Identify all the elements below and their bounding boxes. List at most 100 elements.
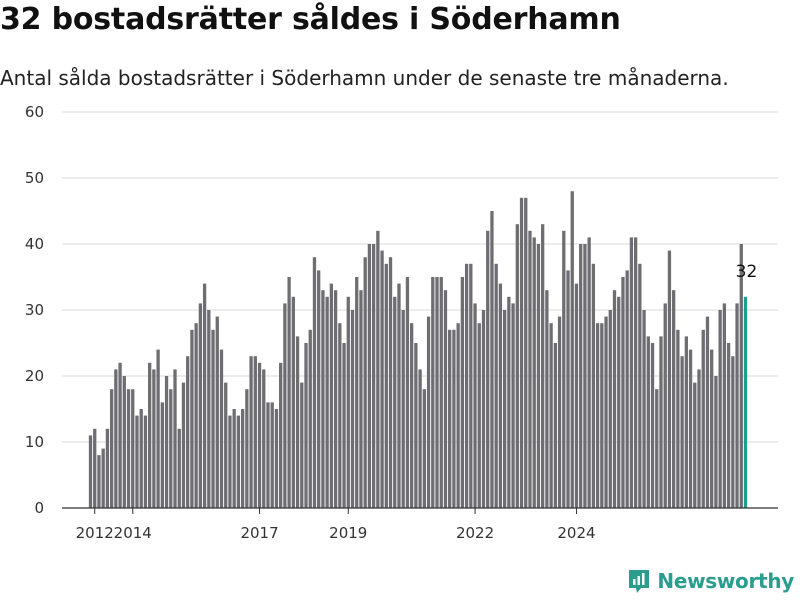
highlight-bar-label: 32 xyxy=(736,262,758,282)
bar xyxy=(477,323,481,508)
bar xyxy=(714,376,718,508)
y-axis-ticks: 0 10 20 30 40 50 60 xyxy=(25,103,44,517)
bar xyxy=(135,415,139,508)
newsworthy-icon xyxy=(629,570,650,593)
bar xyxy=(570,191,574,508)
bar xyxy=(726,343,731,508)
bar xyxy=(562,230,566,509)
bar xyxy=(338,323,342,508)
y-tick-label: 50 xyxy=(25,169,44,187)
bar xyxy=(215,316,219,508)
bar xyxy=(148,362,152,508)
bar xyxy=(194,323,198,508)
bar xyxy=(426,316,431,508)
bar xyxy=(545,290,549,508)
bar xyxy=(448,329,452,508)
bar xyxy=(279,362,283,508)
bar xyxy=(118,362,122,508)
bar xyxy=(173,369,177,508)
bar xyxy=(431,277,435,508)
bar xyxy=(177,428,181,508)
bar xyxy=(612,290,617,508)
bar xyxy=(541,224,545,508)
bar xyxy=(342,343,346,508)
bar xyxy=(401,310,405,508)
bar xyxy=(321,290,325,508)
bar xyxy=(114,369,118,508)
y-tick-label: 20 xyxy=(25,367,44,385)
bar xyxy=(553,343,557,508)
bar xyxy=(367,244,372,508)
bar xyxy=(731,356,735,508)
bar xyxy=(625,270,629,508)
bar xyxy=(418,369,422,508)
bar xyxy=(270,402,274,508)
bar xyxy=(97,455,101,508)
bar xyxy=(524,197,528,509)
bar xyxy=(739,244,743,508)
bar xyxy=(735,303,739,508)
y-tick-label: 0 xyxy=(34,499,44,517)
bar xyxy=(376,230,380,509)
bar xyxy=(139,409,143,508)
bars xyxy=(88,191,748,509)
bar xyxy=(549,323,553,508)
bar xyxy=(663,303,667,508)
bar xyxy=(253,356,257,508)
bar xyxy=(629,237,634,508)
newsworthy-logo[interactable]: Newsworthy xyxy=(627,568,794,594)
bar xyxy=(126,389,131,508)
bar xyxy=(494,263,498,508)
bar xyxy=(388,257,393,508)
bar xyxy=(249,356,253,508)
bar xyxy=(693,382,697,508)
bar xyxy=(701,329,705,508)
bar xyxy=(190,329,194,508)
chart-title: 32 bostadsrätter såldes i Söderhamn xyxy=(0,2,621,37)
bar xyxy=(498,283,503,508)
y-tick-label: 60 xyxy=(25,103,44,121)
y-tick-label: 30 xyxy=(25,301,44,319)
bar xyxy=(633,237,638,508)
bar xyxy=(410,323,414,508)
bar xyxy=(228,415,232,508)
bar xyxy=(291,296,295,508)
x-tick-label: 2024 xyxy=(557,524,595,542)
x-tick-label: 2019 xyxy=(329,524,367,542)
bar xyxy=(595,323,600,508)
bar xyxy=(143,415,148,508)
bar xyxy=(414,343,418,508)
x-tick-label: 2014 xyxy=(114,524,152,542)
bar xyxy=(380,250,384,508)
bar xyxy=(680,356,684,508)
bar xyxy=(600,323,604,508)
bar xyxy=(131,389,135,508)
bar-labels: 32 xyxy=(736,262,758,282)
bar xyxy=(591,263,596,508)
bar xyxy=(312,257,317,508)
bar xyxy=(604,316,608,508)
x-tick-label: 2017 xyxy=(240,524,278,542)
bar xyxy=(638,263,642,508)
bar xyxy=(287,277,291,508)
bar xyxy=(617,296,621,508)
bar xyxy=(105,428,110,508)
bar xyxy=(257,362,262,508)
bar xyxy=(262,369,266,508)
bar xyxy=(211,329,215,508)
brand-name: Newsworthy xyxy=(657,569,794,593)
bar xyxy=(536,244,541,508)
bar xyxy=(502,310,507,508)
bar xyxy=(397,283,401,508)
bar xyxy=(164,376,169,508)
bar xyxy=(232,409,236,508)
bar xyxy=(515,224,519,508)
bar xyxy=(655,389,659,508)
bar xyxy=(464,263,469,508)
bar xyxy=(300,382,304,508)
bar xyxy=(122,376,126,508)
bar xyxy=(198,303,203,508)
bar xyxy=(266,402,270,508)
bar xyxy=(684,336,688,508)
bar xyxy=(460,277,465,508)
